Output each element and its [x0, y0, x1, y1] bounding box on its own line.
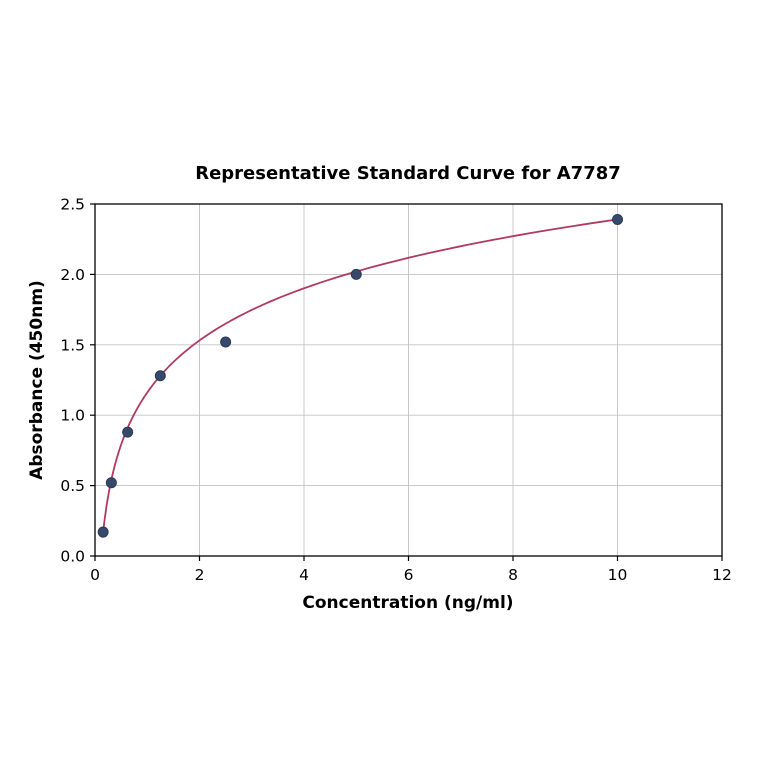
x-tick-label: 4	[299, 566, 309, 584]
x-tick-label: 8	[508, 566, 518, 584]
data-point	[97, 526, 109, 538]
x-tick-label: 10	[608, 566, 628, 584]
y-axis-ticks: 0.0 0.5 1.0 1.5 2.0 2.5	[60, 196, 95, 566]
data-point	[122, 426, 134, 438]
y-axis-label: Absorbance (450nm)	[27, 280, 47, 480]
y-tick-label: 2.5	[60, 196, 85, 214]
y-tick-label: 1.5	[60, 336, 85, 354]
data-point	[350, 268, 362, 280]
x-tick-label: 12	[712, 566, 732, 584]
data-point	[154, 370, 166, 382]
data-point	[220, 336, 232, 348]
data-point	[105, 477, 117, 489]
x-tick-label: 0	[90, 566, 100, 584]
y-tick-label: 2.0	[60, 266, 85, 284]
x-axis-label: Concentration (ng/ml)	[302, 593, 513, 613]
data-points	[97, 213, 623, 538]
chart-title: Representative Standard Curve for A7787	[195, 163, 621, 184]
x-axis-ticks: 0 2 4 6 8 10 12	[90, 556, 732, 584]
y-tick-label: 0.0	[60, 548, 85, 566]
y-tick-label: 1.0	[60, 407, 85, 425]
data-point	[612, 213, 623, 225]
x-tick-label: 2	[195, 566, 205, 584]
y-tick-label: 0.5	[60, 477, 85, 495]
x-tick-label: 6	[404, 566, 414, 584]
